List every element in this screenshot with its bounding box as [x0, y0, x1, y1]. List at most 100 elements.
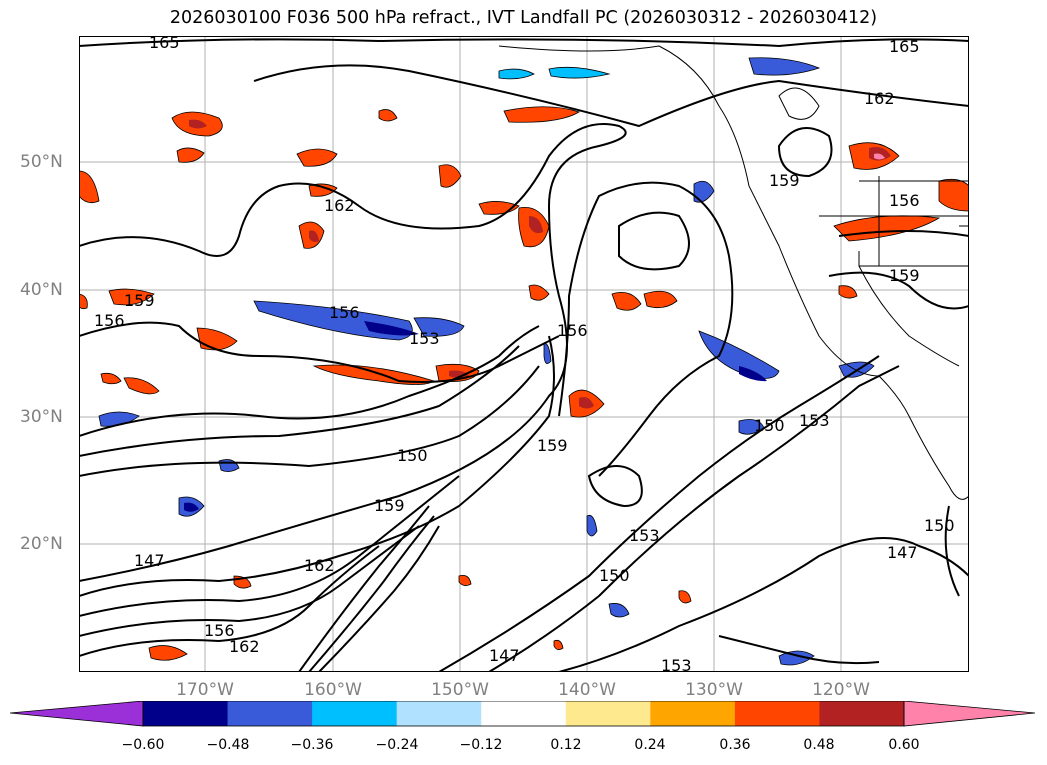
- fill-blob: [218, 459, 240, 472]
- contour-label: 156: [329, 303, 360, 322]
- colorbar-tick: 0.12: [550, 737, 582, 753]
- colorbar-segment: [481, 701, 567, 726]
- contour-label: 156: [889, 191, 920, 210]
- contour-label: 162: [324, 196, 355, 215]
- colorbar-segment: [227, 701, 313, 726]
- lat-label-30n: 30°N: [20, 407, 63, 427]
- strong-positive-fills: [189, 119, 891, 409]
- contour-label: 159: [374, 496, 405, 515]
- fill-blob: [748, 57, 821, 76]
- map-frame: [79, 36, 969, 672]
- negative-anomaly-fills: [98, 57, 875, 666]
- fill-core: [449, 370, 469, 378]
- fill-core: [184, 502, 199, 512]
- fill-blob: [296, 148, 338, 167]
- contour-label: 153: [409, 329, 440, 348]
- contour-label: 156: [94, 311, 125, 330]
- contour-label: 159: [537, 436, 568, 455]
- fill-blob: [196, 327, 238, 351]
- contour-label: 162: [304, 556, 335, 575]
- fill-blob: [611, 291, 642, 311]
- fill-blob: [698, 330, 780, 379]
- fill-blob: [528, 284, 550, 301]
- fill-blob: [678, 590, 692, 604]
- contour-label: 159: [889, 266, 920, 285]
- lat-label-20n: 20°N: [20, 534, 63, 554]
- contour-label: 150: [599, 566, 630, 585]
- contour-label: 165: [149, 36, 180, 52]
- fill-blob: [458, 574, 472, 586]
- colorbar-tick: −0.48: [206, 737, 250, 753]
- fill-core: [739, 366, 767, 382]
- fill-blob: [148, 645, 188, 661]
- fill-blob: [438, 164, 462, 188]
- colorbar-tick: 0.36: [719, 737, 751, 753]
- fill-blob: [833, 215, 941, 242]
- fill-core: [364, 321, 419, 336]
- fill-blob: [608, 603, 630, 618]
- fill-blob: [108, 288, 155, 306]
- refractivity-contours: [79, 38, 969, 672]
- contour-label: 150: [924, 516, 955, 535]
- fill-blob: [176, 147, 205, 163]
- contour-label: 147: [887, 543, 918, 562]
- contour-label: 165: [889, 37, 920, 56]
- colorbar-segment: [819, 701, 905, 726]
- fill-blob: [378, 109, 398, 122]
- lat-label-50n: 50°N: [20, 152, 63, 172]
- colorbar-extend-low: [10, 701, 144, 727]
- fill-blob: [543, 343, 552, 364]
- fill-core: [529, 216, 543, 234]
- fill-blob: [586, 514, 598, 537]
- colorbar-segment: [565, 701, 651, 726]
- lon-label-150w: 150°W: [431, 680, 489, 700]
- fill-blob: [79, 293, 88, 310]
- fill-blob: [498, 68, 535, 80]
- colorbar-tick: −0.24: [375, 737, 419, 753]
- colorbar-segment: [650, 701, 736, 726]
- fill-core: [189, 119, 207, 129]
- colorbar-segment: [734, 701, 820, 726]
- coastlines: [498, 45, 969, 500]
- colorbar-tick: −0.60: [121, 737, 165, 753]
- map-panel: 165 165 162 162 159 159 159 159 159 156 …: [79, 36, 969, 672]
- lon-label-130w: 130°W: [685, 680, 743, 700]
- contour-label: 153: [629, 526, 660, 545]
- lat-label-40n: 40°N: [20, 280, 63, 300]
- contour-label: 159: [769, 171, 800, 190]
- colorbar-segment: [396, 701, 482, 726]
- lon-label-120w: 120°W: [812, 680, 870, 700]
- contour-label: 150: [397, 446, 428, 465]
- colorbar-tick: −0.12: [459, 737, 503, 753]
- colorbar-segment: [143, 701, 229, 726]
- contour-label: 156: [557, 321, 588, 340]
- fill-blob: [838, 285, 858, 299]
- contour-label: 162: [229, 637, 260, 656]
- fill-blob: [778, 650, 815, 666]
- fill-blob: [553, 639, 564, 650]
- lon-label-160w: 160°W: [304, 680, 362, 700]
- fill-blob: [79, 170, 100, 204]
- fill-blob: [503, 106, 580, 123]
- contour-label: 159: [124, 291, 155, 310]
- colorbar-tick: −0.36: [290, 737, 334, 753]
- contour-labels: 165 165 162 162 159 159 159 159 159 156 …: [94, 36, 955, 672]
- colorbar-extend-high: [903, 701, 1036, 727]
- fill-blob: [693, 180, 715, 203]
- fill-blob: [308, 183, 338, 197]
- lon-label-170w: 170°W: [176, 680, 234, 700]
- contour-label: 147: [134, 551, 165, 570]
- fill-blob: [938, 178, 969, 212]
- fill-blob: [100, 372, 122, 385]
- fill-blob: [413, 317, 465, 337]
- contour-label: 162: [864, 89, 895, 108]
- contour-label: 153: [661, 656, 692, 672]
- fill-core: [309, 230, 319, 242]
- map-title: 2026030100 F036 500 hPa refract., IVT La…: [169, 8, 878, 28]
- lon-label-140w: 140°W: [558, 680, 616, 700]
- fill-blob: [643, 290, 678, 309]
- colorbar-tick: 0.48: [803, 737, 835, 753]
- colorbar: [10, 701, 1036, 727]
- fill-core: [874, 153, 885, 160]
- fill-blob: [123, 377, 160, 395]
